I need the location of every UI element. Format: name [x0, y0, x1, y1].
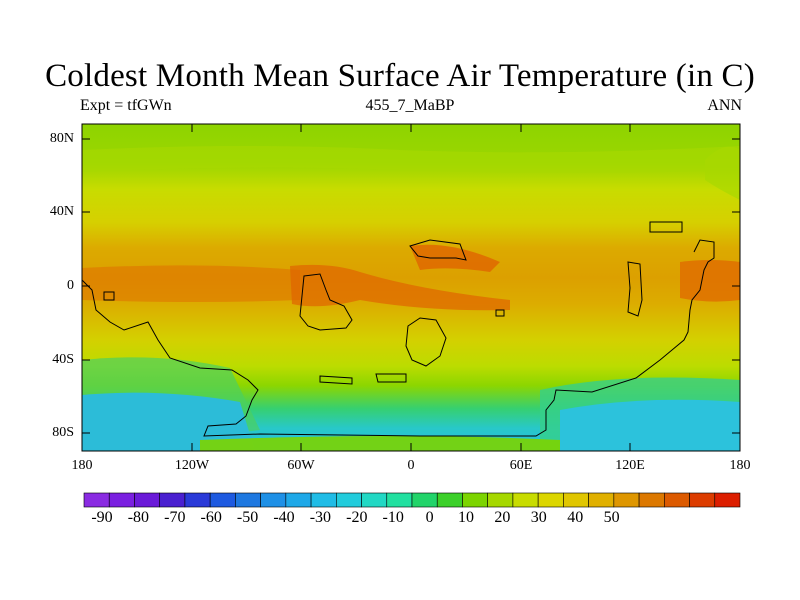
lon-tick-label: 60E — [509, 458, 533, 473]
coastlines — [81, 221, 715, 437]
colorbar-swatch — [588, 492, 615, 508]
colorbar-swatch — [563, 492, 589, 508]
colorbar-label: -10 — [382, 509, 404, 526]
colorbar-swatch — [411, 492, 438, 508]
colorbar-swatch — [159, 492, 186, 508]
colorbar-label: -90 — [91, 509, 113, 526]
colorbar-swatch — [613, 492, 640, 508]
lat-tick-label: 80S — [52, 425, 74, 440]
colorbar-swatch — [386, 492, 413, 508]
experiment-label: Expt = tfGWn — [80, 97, 172, 114]
colorbar-swatch — [83, 492, 110, 508]
colorbar-label: -80 — [127, 509, 150, 526]
colorbar-swatch — [537, 492, 564, 508]
colorbar-swatch — [235, 492, 261, 508]
colorbar-swatch — [664, 492, 690, 508]
lat-tick-label: 0 — [67, 278, 74, 293]
colorbar-swatch — [209, 492, 236, 508]
lon-tick-label: 180 — [729, 458, 751, 473]
colorbar-label: -40 — [273, 509, 295, 526]
lon-tick-label: 60W — [287, 458, 315, 473]
lon-tick-label: 120E — [615, 458, 645, 473]
colorbar-swatch — [184, 492, 211, 508]
lat-tick-label: 80N — [49, 131, 74, 146]
colorbar-label: 20 — [494, 509, 511, 526]
colorbar-label: 0 — [425, 509, 434, 526]
lat-tick-label: 40S — [52, 352, 74, 367]
colorbar-swatch — [260, 492, 287, 508]
colorbar-swatch — [310, 492, 337, 508]
lat-tick-label: 40N — [49, 204, 74, 219]
colorbar-label: 50 — [603, 509, 620, 526]
colorbar-label: 30 — [530, 509, 547, 526]
lon-tick-label: 0 — [407, 458, 415, 473]
season-label: ANN — [707, 97, 742, 114]
colorbar-swatch — [689, 492, 716, 508]
colorbar-swatch — [285, 492, 312, 508]
colorbar-swatch — [487, 492, 514, 508]
colorbar-label: -60 — [200, 509, 222, 526]
lon-tick-label: 180 — [71, 458, 93, 473]
colorbar-swatch — [436, 492, 463, 508]
colorbar-swatch — [462, 492, 488, 508]
colorbar-label: -30 — [309, 509, 332, 526]
colorbar-label: -20 — [346, 509, 368, 526]
colorbar-label: -70 — [164, 509, 186, 526]
colorbar-swatch — [134, 492, 160, 508]
map-field — [82, 124, 740, 451]
period-label: 455_7_MaBP — [365, 97, 455, 114]
colorbar-swatch — [361, 492, 388, 508]
colorbar-swatch — [714, 492, 741, 508]
lon-tick-label: 120W — [174, 458, 210, 473]
colorbar-swatch — [512, 492, 539, 508]
axis-ticks — [81, 124, 741, 451]
colorbar-label: 40 — [567, 509, 584, 526]
map-title: Coldest Month Mean Surface Air Temperatu… — [45, 58, 755, 94]
colorbar — [83, 492, 741, 508]
colorbar-swatch — [108, 492, 135, 508]
colorbar-label: 10 — [458, 509, 474, 526]
colorbar-swatch — [638, 492, 665, 508]
colorbar-swatch — [336, 492, 362, 508]
colorbar-label: -50 — [236, 509, 259, 526]
